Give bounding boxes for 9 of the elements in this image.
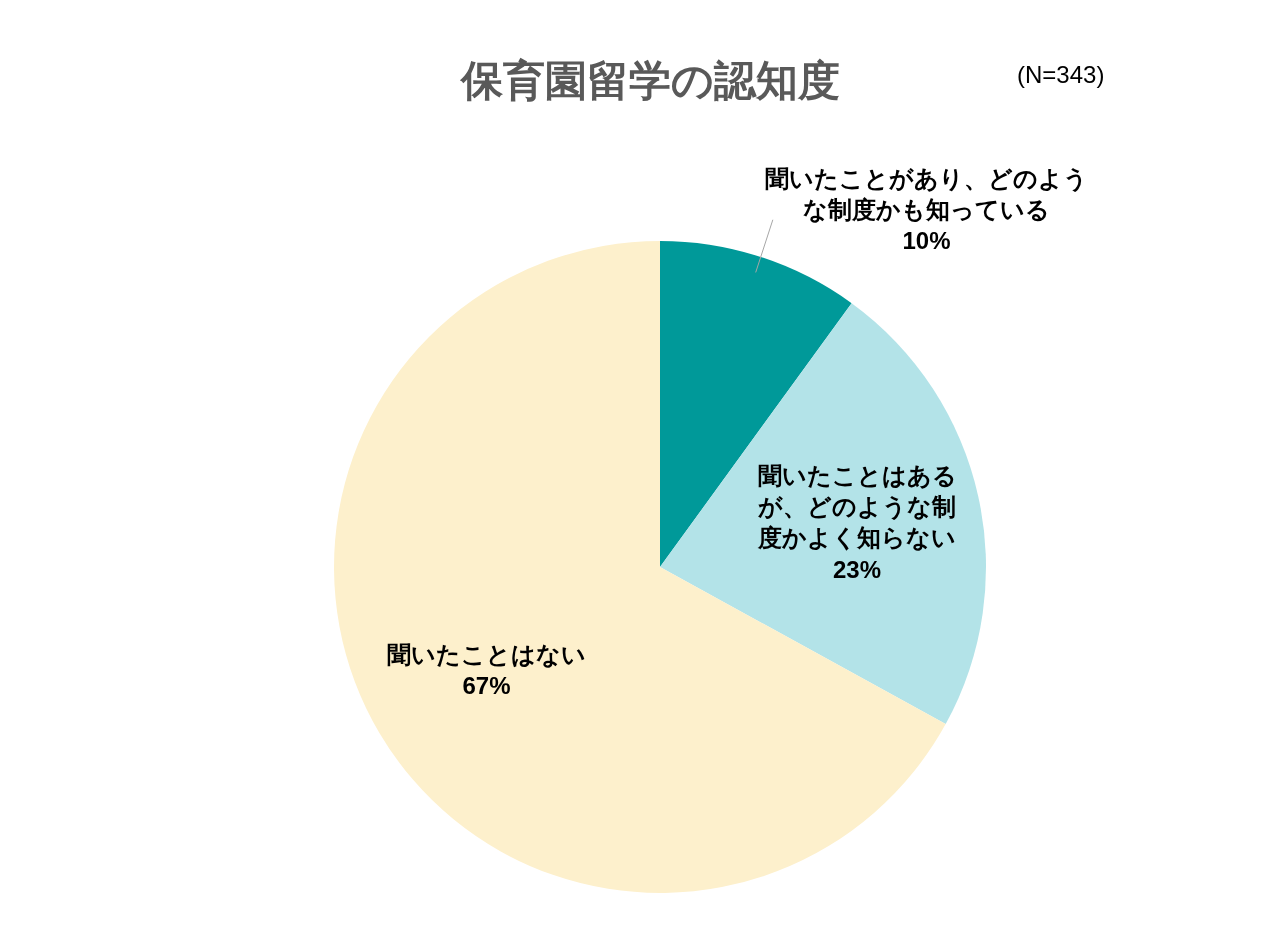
data-label: 23% xyxy=(832,555,882,583)
text: (N=343) xyxy=(1017,61,1105,88)
slice-label: 聞いたことはあるが、どのような制度かよく知らない xyxy=(757,462,957,552)
data-label: 67% xyxy=(462,672,511,700)
chart-title: 保育園留学の認知度 xyxy=(458,56,840,104)
data-label: 10% xyxy=(902,227,951,255)
slice-label: 聞いたことはない xyxy=(387,641,586,668)
pie-slice xyxy=(660,303,986,725)
slice-label: 聞いたことがあり、どのような制度かも知っている xyxy=(765,165,1088,224)
